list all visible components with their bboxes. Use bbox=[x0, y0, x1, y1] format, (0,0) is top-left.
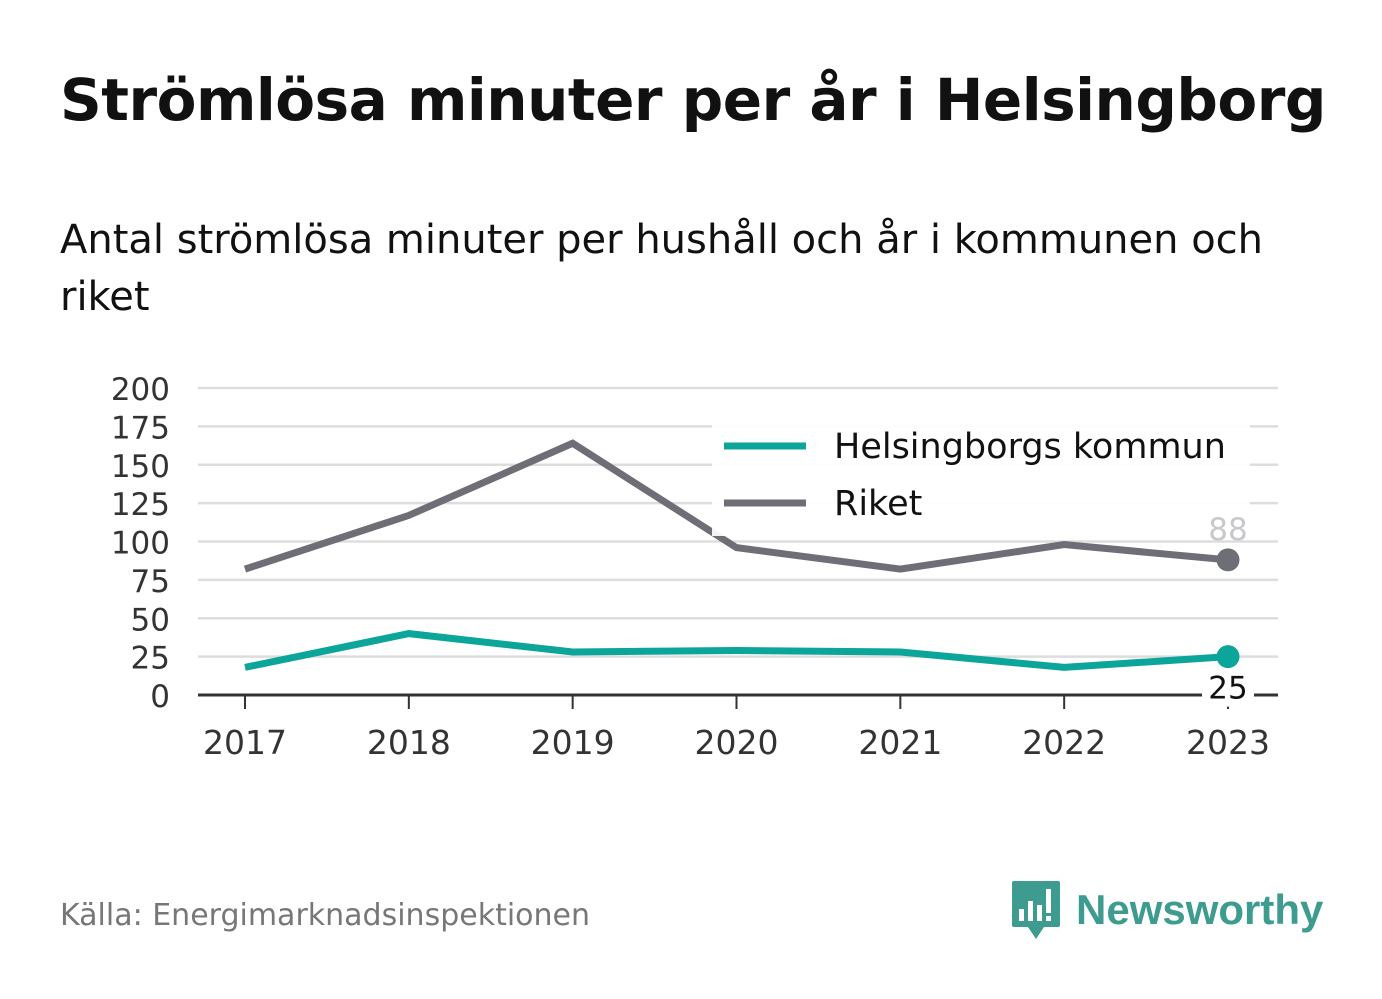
x-tick-label-2017: 2017 bbox=[203, 723, 287, 762]
brand-logo: Newsworthy bbox=[1010, 878, 1323, 942]
y-tick-label-100: 100 bbox=[111, 526, 170, 562]
x-tick-label-2019: 2019 bbox=[531, 723, 615, 762]
legend: Helsingborgs kommun Riket bbox=[712, 418, 1250, 536]
chart-subtitle: Antal strömlösa minuter per hushåll och … bbox=[60, 217, 1264, 320]
x-tick-label-2022: 2022 bbox=[1022, 723, 1106, 762]
legend-label-1: Riket bbox=[834, 484, 922, 524]
x-tick-label-2023: 2023 bbox=[1186, 723, 1270, 762]
end-label-0: 25 bbox=[1208, 671, 1247, 707]
end-labels: 25 88 bbox=[1202, 512, 1254, 707]
y-tick-label-75: 75 bbox=[131, 564, 170, 600]
x-tick-label-2020: 2020 bbox=[695, 723, 779, 762]
legend-box bbox=[712, 418, 1250, 536]
end-label-1: 88 bbox=[1208, 512, 1247, 548]
bar-chart-speech-bubble-icon bbox=[1012, 881, 1060, 939]
series-lines bbox=[243, 439, 1229, 671]
y-tick-label-25: 25 bbox=[131, 641, 170, 677]
x-axis: 2017 2018 2019 2020 2021 2022 2023 bbox=[198, 693, 1278, 762]
x-tick-label-2018: 2018 bbox=[367, 723, 451, 762]
y-tick-label-125: 125 bbox=[111, 487, 170, 523]
end-label-bg-0 bbox=[1202, 670, 1254, 707]
x-tick-label-2021: 2021 bbox=[858, 723, 942, 762]
legend-label-0: Helsingborgs kommun bbox=[834, 427, 1226, 467]
series-line-1 bbox=[243, 439, 1229, 573]
y-tick-label-175: 175 bbox=[111, 410, 170, 446]
end-marker-0 bbox=[1216, 645, 1240, 669]
source-note: Källa: Energimarknadsinspektionen bbox=[60, 898, 591, 933]
y-tick-label-50: 50 bbox=[131, 602, 170, 638]
y-tick-label-150: 150 bbox=[111, 449, 170, 485]
brand-name: Newsworthy bbox=[1076, 886, 1324, 933]
series-line-0 bbox=[244, 630, 1229, 671]
y-tick-label-0: 0 bbox=[150, 679, 170, 715]
chart-title: Strömlösa minuter per år i Helsingborg bbox=[60, 66, 1326, 134]
end-marker-1 bbox=[1216, 548, 1240, 572]
y-tick-label-200: 200 bbox=[111, 372, 170, 408]
